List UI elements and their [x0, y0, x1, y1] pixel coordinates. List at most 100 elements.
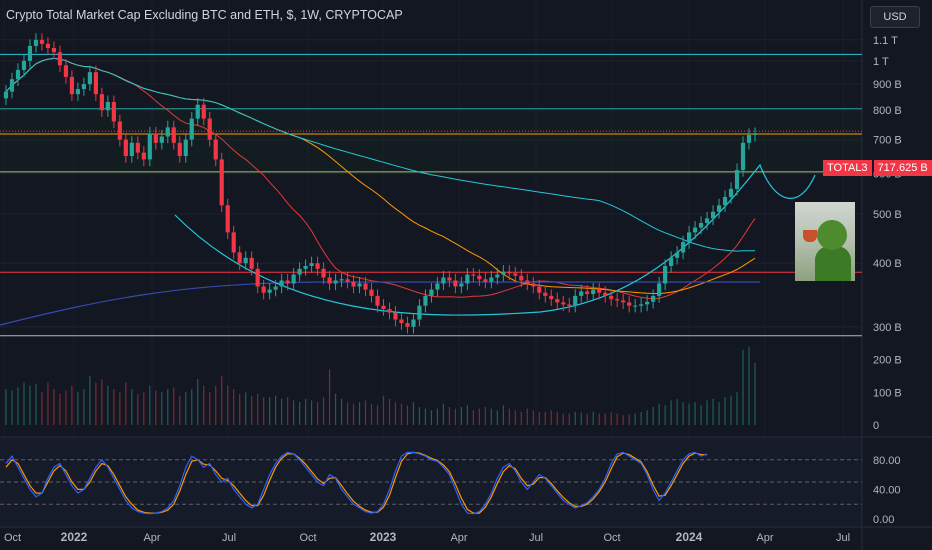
volume-bar — [149, 385, 151, 425]
volume-bar — [113, 389, 115, 425]
volume-bar — [299, 402, 301, 425]
volume-bar — [245, 392, 247, 425]
volume-bar — [634, 413, 636, 425]
stoch-k-line — [5, 451, 708, 515]
volume-bar — [502, 405, 504, 425]
time-axis-label: Apr — [143, 532, 160, 544]
candle-body — [15, 69, 21, 80]
volume-bar — [448, 407, 451, 425]
volume-bar — [484, 407, 486, 425]
candle-body — [147, 133, 152, 160]
volume-bar — [508, 408, 510, 425]
candle-body — [75, 89, 81, 95]
volume-bar — [676, 398, 678, 425]
volume-bar — [334, 393, 337, 425]
candle-body — [507, 271, 512, 274]
price-axis-label: 800 B — [873, 105, 902, 117]
candle-body — [639, 304, 644, 306]
volume-bar — [340, 398, 343, 425]
candle-body — [663, 266, 668, 284]
volume-bar — [460, 407, 462, 425]
volume-bar — [652, 407, 654, 425]
stoch-axis-label: 40.00 — [873, 484, 901, 496]
volume-bar — [520, 411, 522, 425]
volume-bar — [382, 395, 385, 425]
candle-body — [63, 65, 69, 77]
volume-bar — [736, 392, 738, 425]
time-axis-label: Jul — [529, 532, 543, 544]
candle-body — [531, 283, 536, 287]
candle-body — [321, 268, 326, 278]
frog-head-shape — [817, 220, 847, 250]
candle-body — [489, 277, 494, 282]
candle-body — [357, 283, 362, 287]
volume-bar — [197, 379, 199, 425]
volume-bar — [688, 403, 690, 425]
candle-body — [123, 139, 128, 157]
volume-bar — [263, 397, 265, 425]
time-axis-label: Oct — [4, 532, 21, 544]
volume-bar — [11, 390, 13, 425]
volume-bar — [514, 410, 516, 425]
volume-bar — [203, 385, 205, 425]
volume-bar — [532, 410, 534, 425]
volume-bar — [592, 411, 594, 425]
candle-body — [495, 274, 500, 278]
price-axis-label: 700 B — [873, 135, 902, 147]
currency-button[interactable]: USD — [870, 6, 920, 28]
candle-body — [159, 136, 164, 143]
candle-body — [345, 279, 350, 282]
candle-body — [669, 257, 674, 267]
volume-bar — [143, 392, 145, 425]
candle-body — [567, 304, 572, 306]
volume-bar — [89, 375, 91, 425]
candle-body — [465, 274, 470, 284]
candle-body — [704, 218, 710, 223]
volume-bar — [161, 392, 163, 425]
chart-title: Crypto Total Market Cap Excluding BTC an… — [6, 8, 403, 22]
volume-bar — [712, 398, 714, 425]
volume-bar — [694, 402, 696, 425]
volume-bar — [442, 403, 445, 425]
candle-body — [3, 91, 9, 99]
candle-body — [219, 159, 224, 206]
candle-body — [633, 305, 638, 307]
volume-axis-label: 100 B — [873, 387, 902, 399]
price-axis-label: 1.1 T — [873, 35, 898, 47]
candle-body — [651, 295, 656, 302]
candle-body — [561, 302, 566, 305]
volume-bar — [77, 392, 79, 425]
candle-body — [207, 118, 212, 140]
volume-bar — [718, 402, 720, 425]
volume-bar — [251, 395, 253, 425]
candle-body — [363, 283, 368, 290]
volume-bar — [101, 379, 103, 425]
volume-bar — [622, 415, 624, 425]
volume-bar — [41, 392, 43, 425]
volume-bar — [490, 408, 492, 425]
candle-body — [734, 170, 740, 189]
volume-bar — [538, 411, 540, 425]
volume-bar — [682, 402, 684, 425]
stoch-axis-label: 80.00 — [873, 455, 901, 467]
volume-bar — [670, 400, 672, 425]
volume-bar — [568, 413, 570, 425]
volume-bar — [29, 385, 31, 425]
volume-bar — [658, 403, 660, 425]
candle-body — [261, 286, 266, 293]
candle-body — [309, 263, 314, 267]
volume-bar — [346, 402, 349, 425]
candle-body — [213, 139, 218, 160]
volume-bar — [185, 392, 187, 425]
candle-body — [680, 242, 686, 253]
volume-bar — [706, 400, 708, 425]
volume-bar — [233, 389, 235, 425]
candle-body — [752, 134, 758, 136]
candle-body — [189, 118, 194, 140]
volume-bar — [155, 390, 157, 425]
volume-bar — [191, 389, 193, 425]
candle-body — [69, 76, 75, 95]
candle-body — [513, 273, 518, 276]
candle-body — [543, 292, 548, 296]
